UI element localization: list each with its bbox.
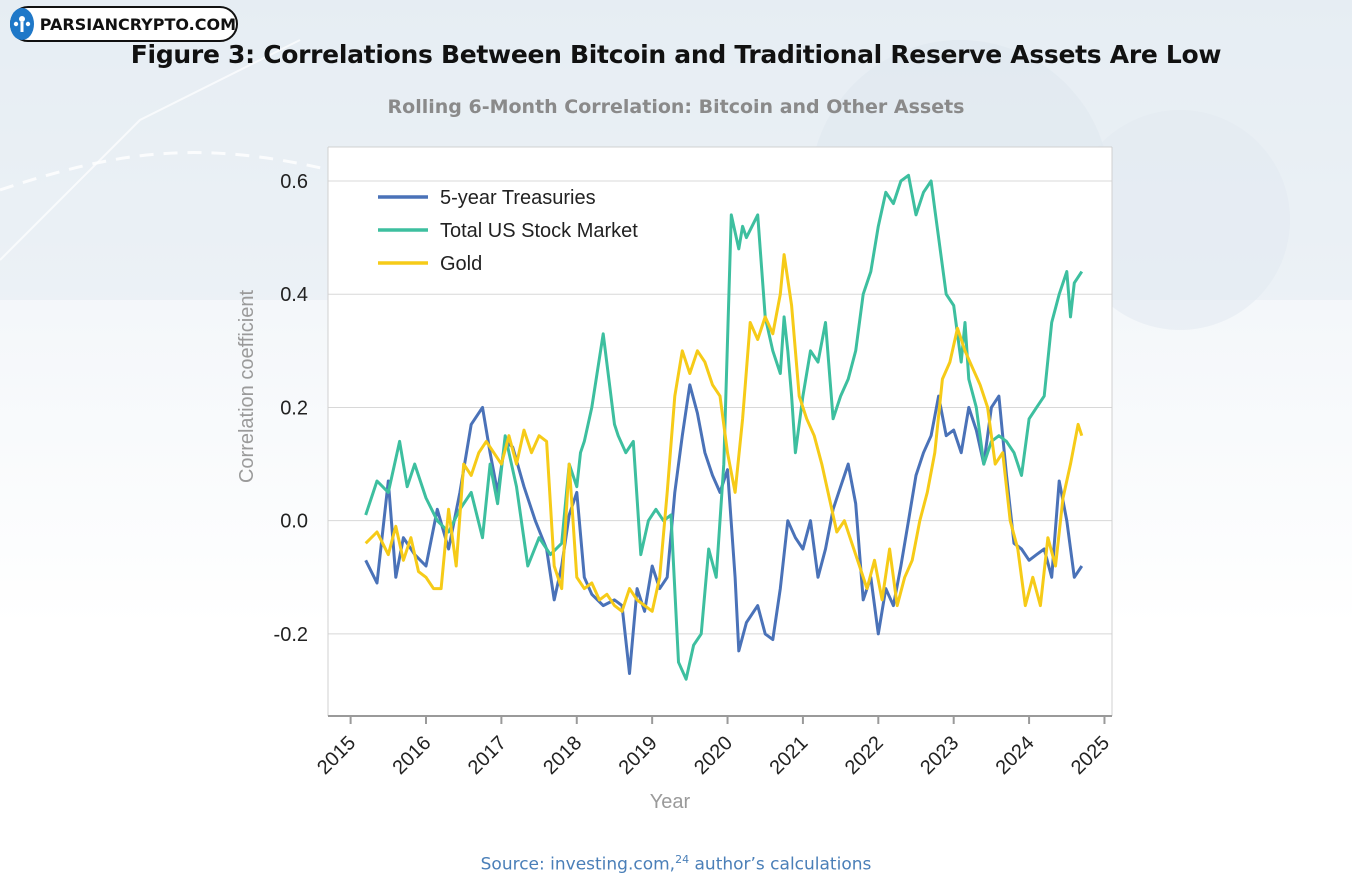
y-axis-label: Correlation coefficient xyxy=(236,290,258,484)
x-tick-label: 2019 xyxy=(615,732,662,779)
logo-text: PARSIANCRYPTO.COM xyxy=(39,14,236,34)
source-suffix: author’s calculations xyxy=(689,854,872,875)
legend-label: Gold xyxy=(440,253,482,275)
gold-line xyxy=(364,253,1084,613)
legend-label: 5-year Treasuries xyxy=(440,187,596,209)
y-tick-label: 0.4 xyxy=(280,284,308,306)
plot-area xyxy=(328,147,1112,716)
source-text: Source: investing.com, xyxy=(480,854,676,875)
x-tick-label: 2023 xyxy=(916,732,963,779)
x-tick-label: 2015 xyxy=(313,732,360,779)
figure-title: Figure 3: Correlations Between Bitcoin a… xyxy=(130,40,1222,69)
y-tick-label: 0.6 xyxy=(280,171,308,193)
source-note: Source: investing.com,24 author’s calcul… xyxy=(0,853,1352,875)
x-axis-label: Year xyxy=(650,791,691,813)
y-tick-label: 0.2 xyxy=(280,397,308,419)
x-tick-label: 2025 xyxy=(1067,732,1114,779)
y-tick-label: -0.2 xyxy=(274,624,308,646)
site-logo[interactable]: PARSIANCRYPTO.COM xyxy=(10,6,238,42)
source-superscript: 24 xyxy=(675,853,690,866)
x-tick-label: 2021 xyxy=(765,732,812,779)
legend-label: Total US Stock Market xyxy=(440,220,638,242)
logo-icon xyxy=(10,8,34,40)
x-tick-label: 2024 xyxy=(992,732,1039,779)
x-tick-label: 2020 xyxy=(690,732,737,779)
legend: 5-year Treasuries Total US Stock Market Go… xyxy=(378,187,638,275)
y-tick-label: 0.0 xyxy=(280,511,308,533)
x-tick-label: 2016 xyxy=(389,732,436,779)
x-tick-label: 2022 xyxy=(841,732,888,779)
x-tick-label: 2017 xyxy=(464,732,511,779)
x-tick-label: 2018 xyxy=(539,732,586,779)
chart-title: Rolling 6-Month Correlation: Bitcoin and… xyxy=(387,96,965,118)
